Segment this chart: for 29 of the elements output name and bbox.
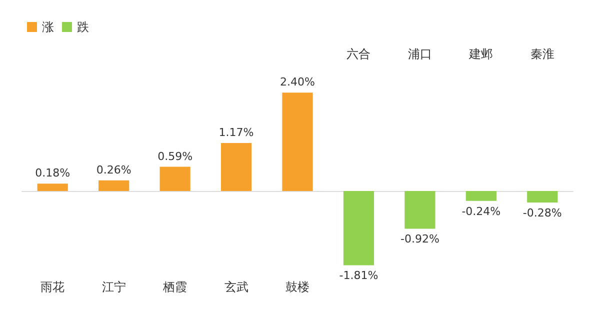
data-label: 1.17%	[218, 126, 254, 140]
x-tick-label: 秦淮	[530, 47, 554, 61]
x-tick-label: 栖霞	[162, 280, 188, 294]
data-label: 2.40%	[280, 76, 315, 89]
bar	[527, 191, 558, 202]
bar	[37, 184, 68, 191]
bar	[220, 143, 252, 191]
data-label: -0.92%	[400, 232, 440, 246]
data-label: 0.59%	[158, 150, 193, 163]
bar	[282, 92, 313, 191]
data-label: -0.24%	[462, 204, 501, 218]
x-tick-label: 六合	[346, 47, 371, 61]
x-tick-label: 玄武	[224, 280, 248, 294]
bar	[466, 191, 496, 201]
legend-label: 跌	[77, 20, 89, 34]
bar	[343, 191, 374, 266]
x-tick-label: 建邺	[468, 47, 494, 61]
bar	[98, 180, 130, 191]
x-tick-label: 江宁	[102, 280, 126, 294]
bar	[160, 166, 190, 191]
x-tick-label: 雨花	[40, 280, 65, 294]
data-label: 0.18%	[35, 166, 70, 180]
x-tick-label: 浦口	[408, 47, 432, 61]
bar	[404, 191, 436, 229]
data-label: -0.28%	[522, 206, 562, 220]
legend-label: 涨	[42, 20, 54, 34]
data-label: 0.26%	[96, 163, 132, 176]
data-label: -1.81%	[339, 269, 378, 282]
x-tick-label: 鼓楼	[286, 280, 310, 294]
